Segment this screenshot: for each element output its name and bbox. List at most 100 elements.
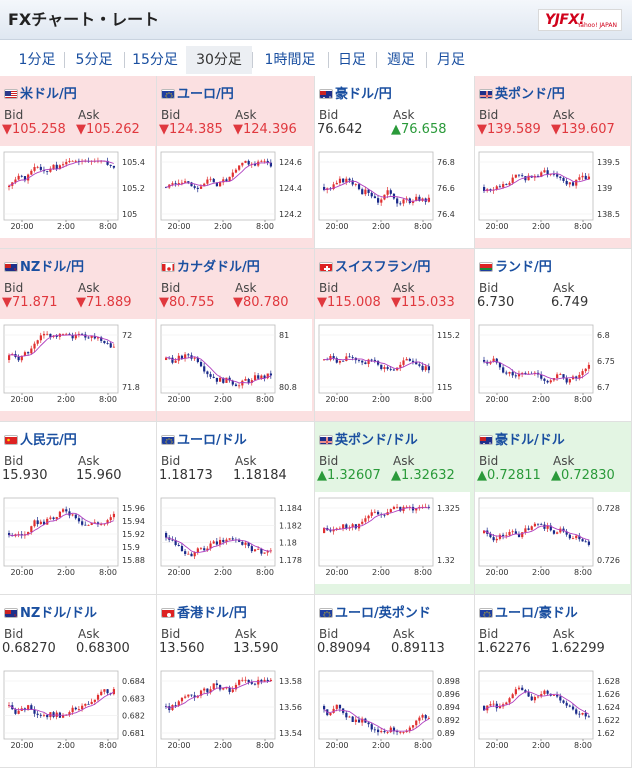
candlestick-chart[interactable]: 1.184 1.182 1.18 1.178 20:00 2:00 8:00 [157, 492, 312, 584]
candlestick-chart[interactable]: 13.58 13.56 13.54 20:00 2:00 8:00 [157, 665, 312, 757]
rate-card[interactable]: スイスフラン/円 Bid Ask ▼115.008 ▼115.033 115.2 115 20… [315, 249, 475, 422]
rate-card[interactable]: ユーロ/円 Bid Ask ▼124.385 ▼124.396 124.6 124.4 124… [157, 76, 315, 249]
tab-8[interactable]: 月足 [437, 52, 465, 68]
rate-card[interactable]: ユーロ/ドル Bid Ask 1.18173 1.18184 1.184 1.182 1.18… [157, 422, 315, 595]
tab-7[interactable]: 週足 [387, 52, 415, 68]
chart-x-tick-label: 20:00 [167, 395, 190, 404]
candle-body [511, 694, 514, 699]
candlestick-chart[interactable]: 0.898 0.896 0.894 0.892 0.89 20:00 2:00 8:00 [315, 665, 470, 757]
rate-card[interactable]: 英ポンド/円 Bid Ask ▼139.589 ▼139.607 139.5 139 138.… [475, 76, 632, 249]
candlestick-chart[interactable]: 15.96 15.94 15.92 15.9 15.88 20:00 2:00 8:00 [0, 492, 155, 584]
pair-name-link[interactable]: NZドル/ドル [4, 602, 97, 621]
page-title: FXチャート・レート [8, 10, 160, 29]
candle-body [253, 683, 257, 685]
yjfx-logo[interactable]: YJFX! Yahoo! JAPAN [538, 9, 622, 31]
pair-name-link[interactable]: 人民元/円 [4, 429, 77, 448]
rate-card[interactable]: カナダドル/円 Bid Ask ▼80.755 ▼80.780 81 80.8 20:00 2:… [157, 249, 315, 422]
rate-card[interactable]: ユーロ/英ポンド Bid Ask 0.89094 0.89113 0.898 0.896 0.… [315, 595, 475, 768]
candle-body [266, 679, 269, 681]
candlestick-chart[interactable]: 105.4 105.2 105 20:00 2:00 8:00 [0, 146, 155, 238]
candle-body [180, 355, 184, 359]
candle-body [244, 379, 247, 381]
candle-body [49, 517, 52, 519]
rate-card[interactable]: 人民元/円 Bid Ask 15.930 15.960 15.96 15.94 15.92 15… [0, 422, 157, 595]
pair-name-link[interactable]: スイスフラン/円 [319, 256, 430, 275]
candlestick-chart[interactable]: 81 80.8 20:00 2:00 8:00 [157, 319, 312, 411]
candle-body [427, 506, 431, 508]
candle-body [364, 189, 367, 195]
pair-name-link[interactable]: ユーロ/豪ドル [479, 602, 578, 621]
candle-body [357, 360, 361, 361]
candle-body [556, 374, 559, 379]
pair-name-link[interactable]: カナダドル/円 [161, 256, 260, 275]
chart-x-tick-label: 2:00 [214, 741, 232, 750]
rate-card[interactable]: NZドル/ドル Bid Ask 0.68270 0.68300 0.684 0.683 0.6… [0, 595, 157, 768]
pair-name-link[interactable]: 英ポンド/ドル [319, 429, 418, 448]
tab-1[interactable]: 1分足 [18, 52, 56, 68]
candle-body [81, 521, 84, 525]
candle-body [20, 175, 23, 177]
candle-body [498, 186, 502, 188]
candle-body [367, 515, 370, 519]
chart-y-tick-label: 1.18 [279, 539, 297, 548]
pair-name-link[interactable]: ランド/円 [479, 256, 552, 275]
pair-name-link[interactable]: 豪ドル/ドル [479, 429, 565, 448]
tab-5[interactable]: 1時間足 [264, 52, 316, 68]
tab-2[interactable]: 5分足 [75, 52, 113, 68]
candlestick-chart[interactable]: 139.5 139 138.5 20:00 2:00 8:00 [475, 146, 630, 238]
chart-x-tick-label: 2:00 [214, 395, 232, 404]
pair-name-link[interactable]: 英ポンド/円 [479, 83, 565, 102]
candlestick-chart[interactable]: 0.684 0.683 0.682 0.681 20:00 2:00 8:00 [0, 665, 155, 757]
rate-card[interactable]: 香港ドル/円 Bid Ask 13.560 13.590 13.58 13.56 13.54 2… [157, 595, 315, 768]
candlestick-chart[interactable]: 6.8 6.75 6.7 20:00 2:00 8:00 [475, 319, 630, 411]
pair-name: 香港ドル/円 [177, 606, 247, 621]
candle-body [260, 375, 263, 379]
chart-y-tick-label: 0.89 [437, 729, 455, 738]
rate-card[interactable]: 豪ドル/円 Bid Ask 76.642 ▲76.658 76.8 76.6 76.4 20:0… [315, 76, 475, 249]
candle-body [345, 356, 348, 362]
candle-body [502, 534, 505, 536]
rate-card[interactable]: ランド/円 Bid Ask 6.730 6.749 6.8 6.75 6.7 20:00 2:00… [475, 249, 632, 422]
candle-body [568, 379, 571, 383]
pair-name-link[interactable]: ユーロ/円 [161, 83, 234, 102]
candlestick-chart[interactable]: 72 71.8 20:00 2:00 8:00 [0, 319, 155, 411]
candlestick-chart[interactable]: 0.728 0.726 20:00 2:00 8:00 [475, 492, 630, 584]
candle-body [345, 712, 348, 718]
rate-card[interactable]: 英ポンド/ドル Bid Ask ▲1.32607 ▲1.32632 1.325 1.32 20… [315, 422, 475, 595]
candle-body [8, 355, 11, 360]
candle-body [96, 522, 100, 525]
pair-name-link[interactable]: 豪ドル/円 [319, 83, 392, 102]
rate-card[interactable]: 豪ドル/ドル Bid Ask ▲0.72811 ▲0.72830 0.728 0.726 20… [475, 422, 632, 595]
pair-name-link[interactable]: ユーロ/英ポンド [319, 602, 431, 621]
candle-body [36, 166, 39, 168]
pair-name: NZドル/円 [20, 260, 85, 275]
pair-name-link[interactable]: 米ドル/円 [4, 83, 77, 102]
ask-value: ▲1.32632 [391, 468, 455, 483]
pair-name-link[interactable]: ユーロ/ドル [161, 429, 247, 448]
tab-separator [426, 52, 427, 68]
chart-x-tick-label: 20:00 [325, 741, 348, 750]
tab-3[interactable]: 15分足 [132, 52, 178, 68]
gb-flag-icon [479, 89, 493, 99]
candle-body [171, 539, 174, 541]
candlestick-chart[interactable]: 76.8 76.6 76.4 20:00 2:00 8:00 [315, 146, 470, 238]
candle-body [71, 335, 74, 339]
candlestick-chart[interactable]: 1.325 1.32 20:00 2:00 8:00 [315, 492, 470, 584]
candle-body [171, 183, 174, 185]
bid-value: ▼71.871 [2, 295, 58, 310]
chart-frame [318, 497, 434, 567]
chart-frame [478, 670, 594, 740]
candlestick-chart[interactable]: 124.6 124.4 124.2 20:00 2:00 8:00 [157, 146, 312, 238]
pair-name-link[interactable]: 香港ドル/円 [161, 602, 247, 621]
candle-body [373, 511, 377, 513]
chart-x-tick-label: 20:00 [325, 222, 348, 231]
pair-name-link[interactable]: NZドル/円 [4, 256, 84, 275]
tab-4[interactable]: 30分足 [186, 46, 252, 74]
candlestick-chart[interactable]: 1.628 1.626 1.624 1.622 1.62 20:00 2:00 8:00 [475, 665, 630, 757]
rate-card[interactable]: 米ドル/円 Bid Ask ▼105.258 ▼105.262 105.4 105.2 105… [0, 76, 157, 249]
tab-6[interactable]: 日足 [338, 52, 366, 68]
candlestick-chart[interactable]: 115.2 115 20:00 2:00 8:00 [315, 319, 470, 411]
rate-card[interactable]: ユーロ/豪ドル Bid Ask 1.62276 1.62299 1.628 1.626 1.6… [475, 595, 632, 768]
rate-card[interactable]: NZドル/円 Bid Ask ▼71.871 ▼71.889 72 71.8 20:00 2:0… [0, 249, 157, 422]
candle-body [361, 521, 364, 524]
